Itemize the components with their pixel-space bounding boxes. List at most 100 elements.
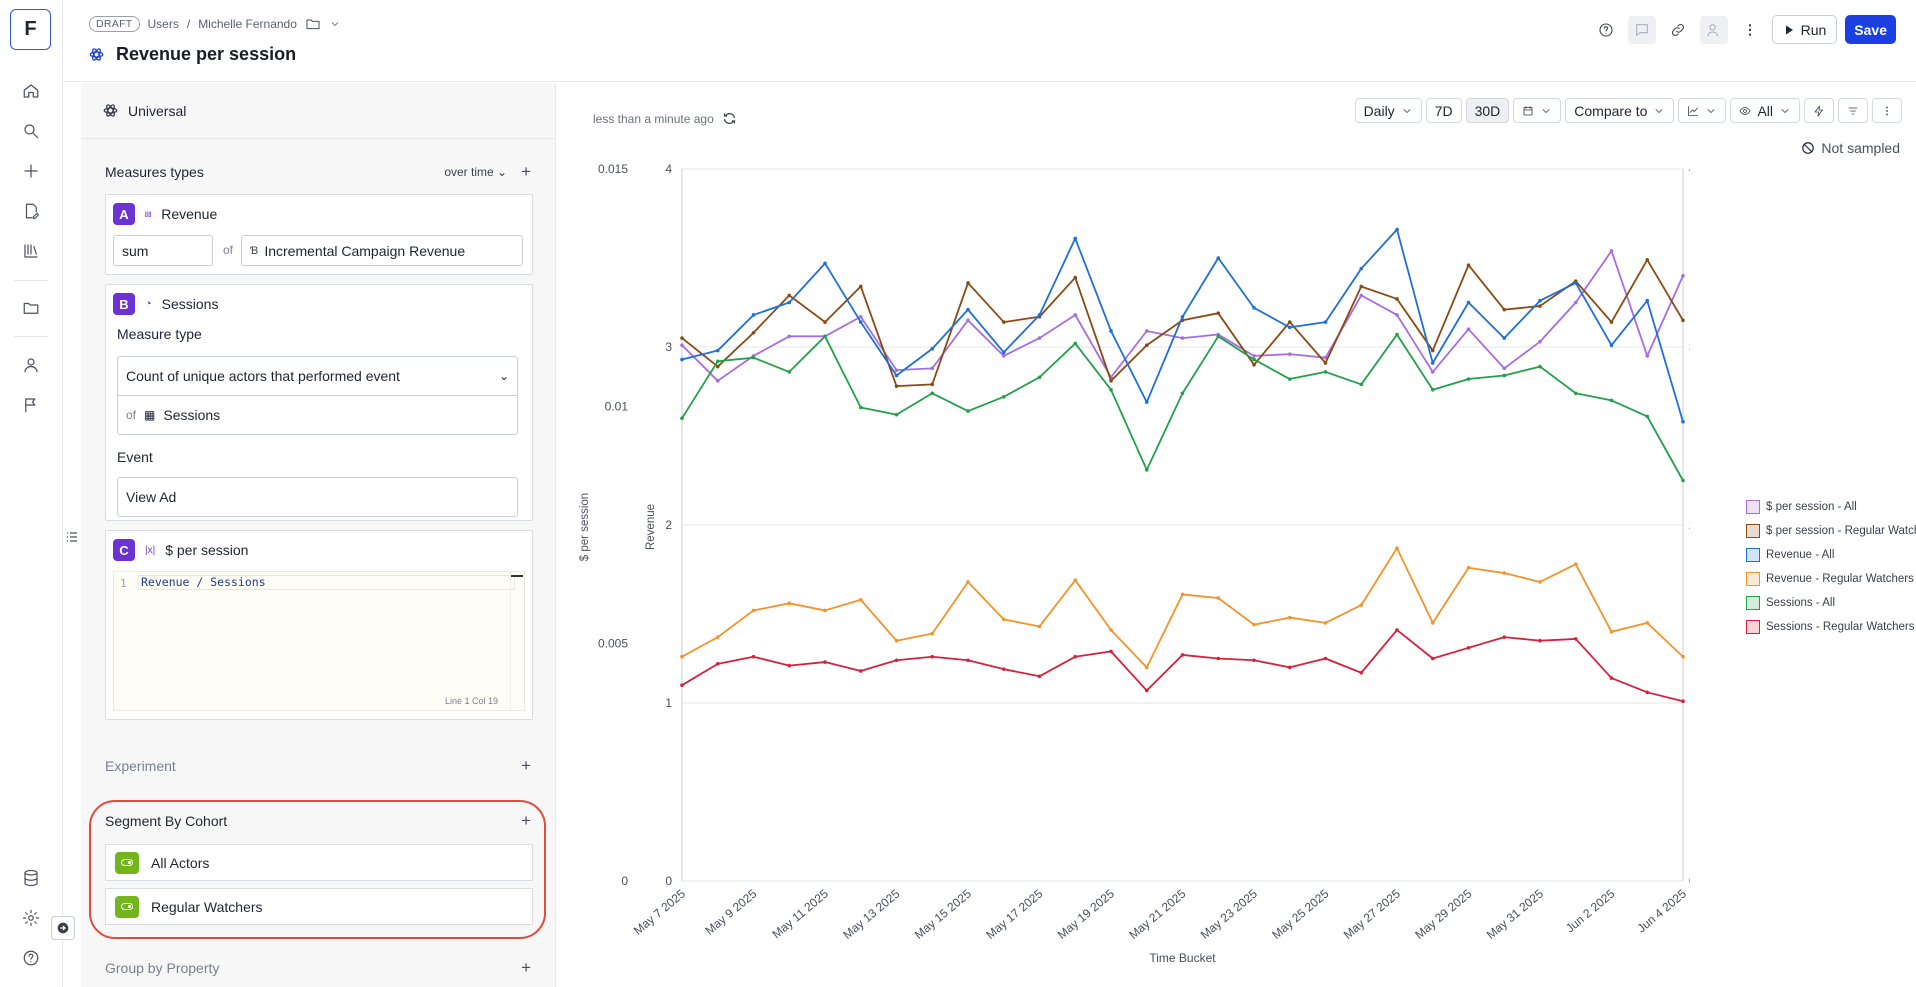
add-group-by-button[interactable]: + (521, 958, 531, 977)
comment-icon[interactable] (1627, 15, 1656, 44)
data-point (1323, 621, 1328, 625)
plus-icon[interactable] (19, 159, 43, 183)
measure-a-card: A ⩏ Revenue sum of Ɓ Incremental Campaig… (105, 194, 533, 275)
save-button[interactable]: Save (1845, 15, 1896, 44)
measure-a-name[interactable]: Revenue (161, 206, 218, 222)
lightning-button[interactable] (1804, 98, 1834, 123)
data-point (1359, 284, 1364, 289)
add-experiment-button[interactable]: + (521, 756, 531, 775)
x-tick-label: Jun 2 2025 (1563, 886, 1618, 935)
data-point (680, 343, 684, 348)
data-point (823, 320, 827, 324)
data-point (894, 658, 899, 663)
cohort-toggle-icon[interactable] (115, 895, 139, 918)
formula-text[interactable]: Revenue / Sessions (138, 575, 515, 590)
data-point (1001, 320, 1006, 324)
chart-type-dropdown[interactable] (1678, 98, 1727, 123)
search-icon[interactable] (19, 119, 43, 143)
x-tick-label: May 29 2025 (1412, 886, 1474, 942)
data-point (1287, 615, 1292, 620)
not-sampled-icon (1802, 142, 1815, 154)
folder-icon[interactable] (305, 16, 321, 32)
measures-header: Measures types over time ⌄ + (105, 162, 531, 181)
data-point (751, 355, 756, 360)
data-point (1001, 617, 1006, 622)
library-icon[interactable] (19, 239, 43, 263)
help-icon[interactable] (19, 946, 43, 970)
range-7d-button[interactable]: 7D (1425, 98, 1462, 123)
data-point (1681, 699, 1685, 704)
property-select[interactable]: Ɓ Incremental Campaign Revenue (241, 235, 523, 266)
granularity-dropdown[interactable]: Daily (1354, 98, 1422, 123)
measure-c-badge: C (113, 539, 135, 561)
flag-icon[interactable] (19, 393, 43, 417)
measure-c-name[interactable]: $ per session (165, 542, 249, 558)
event-select[interactable]: View Ad (117, 477, 518, 517)
measure-type-select[interactable]: Count of unique actors that performed ev… (117, 356, 518, 396)
page-title[interactable]: Revenue per session (116, 44, 297, 64)
cohort-item[interactable]: Regular Watchers (105, 888, 533, 925)
date-picker-button[interactable] (1513, 98, 1562, 123)
help-icon[interactable] (1592, 16, 1620, 44)
over-time-dropdown[interactable]: over time ⌄ (444, 164, 508, 179)
data-point (930, 391, 935, 396)
add-measure-button[interactable]: + (521, 162, 531, 181)
compare-dropdown[interactable]: Compare to (1565, 98, 1675, 123)
measure-c-card: C |x| $ per session 1 Revenue / Sessions… (105, 530, 533, 720)
app-logo[interactable]: F (10, 9, 51, 50)
chevron-down-icon[interactable] (329, 18, 341, 30)
legend-item[interactable]: $ per session - Regular Watchers (1746, 519, 1916, 543)
legend-item[interactable]: Revenue - Regular Watchers (1746, 567, 1916, 591)
data-point (1001, 395, 1006, 399)
more-vertical-icon[interactable] (1736, 16, 1764, 44)
data-point (823, 660, 827, 664)
legend-item[interactable]: Revenue - All (1746, 543, 1916, 567)
refresh-icon[interactable] (722, 111, 737, 126)
user-icon[interactable] (19, 353, 43, 377)
universal-row[interactable]: Universal (81, 83, 555, 139)
data-point (1395, 313, 1399, 317)
cohort-item[interactable]: All Actors (105, 844, 533, 881)
outline-icon[interactable] (66, 531, 78, 543)
folder-icon[interactable] (19, 296, 43, 320)
x-tick-label: May 19 2025 (1055, 886, 1117, 942)
database-icon[interactable] (19, 866, 43, 890)
run-button[interactable]: Run (1771, 15, 1838, 44)
cohort-toggle-icon[interactable] (115, 851, 139, 874)
home-icon[interactable] (19, 79, 43, 103)
data-point (1538, 638, 1542, 643)
data-point (1144, 688, 1149, 693)
data-point (1609, 630, 1614, 634)
legend-item[interactable]: $ per session - All (1746, 495, 1916, 519)
data-point (858, 284, 863, 289)
play-icon (1785, 25, 1793, 34)
share-users-icon[interactable] (1699, 15, 1728, 44)
data-point (966, 580, 970, 584)
data-point (1502, 366, 1507, 371)
range-30d-button[interactable]: 30D (1465, 98, 1510, 123)
x-tick-label: May 31 2025 (1484, 886, 1546, 942)
data-point (751, 313, 756, 317)
data-point (1323, 361, 1328, 365)
crumb-owner[interactable]: Michelle Fernando (198, 17, 297, 31)
edit-doc-icon[interactable] (19, 199, 43, 223)
editor-scrollbar[interactable] (510, 572, 523, 710)
settings-icon[interactable] (19, 906, 43, 930)
legend-item[interactable]: Sessions - Regular Watchers (1746, 615, 1916, 639)
data-point (1001, 354, 1006, 358)
measure-b-name[interactable]: Sessions (161, 296, 219, 312)
visibility-dropdown[interactable]: All (1730, 98, 1800, 123)
measure-of-select[interactable]: of ▦ Sessions (117, 395, 518, 435)
data-point (1502, 635, 1507, 639)
filter-button[interactable] (1838, 98, 1868, 123)
formula-editor[interactable]: 1 Revenue / Sessions Line 1 Col 19 (113, 571, 525, 711)
data-point (1180, 592, 1185, 597)
data-point (1538, 304, 1542, 308)
legend-item[interactable]: Sessions - All (1746, 591, 1916, 615)
link-icon[interactable] (1664, 16, 1692, 44)
collapse-toggle-icon[interactable] (51, 916, 75, 940)
chart-more-button[interactable] (1872, 98, 1902, 123)
crumb-users[interactable]: Users (147, 17, 179, 31)
data-point (1073, 578, 1078, 582)
aggregation-select[interactable]: sum (113, 235, 213, 266)
